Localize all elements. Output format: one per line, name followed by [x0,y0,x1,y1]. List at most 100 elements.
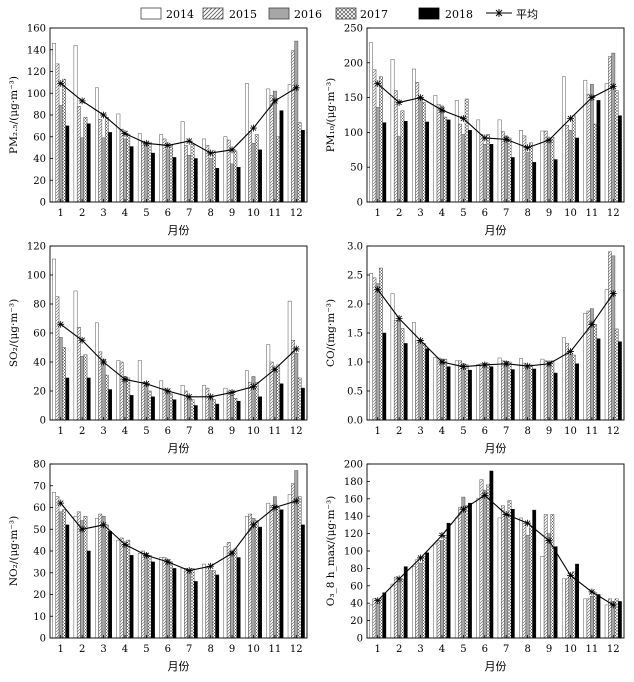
legend-swatch-2018 [418,7,440,20]
ytick-label-co: 2.0 [347,300,363,311]
average-marker-pm25-m11 [271,97,279,105]
xtick-label-pm10: 11 [586,208,599,219]
bar-pm10-2016-m11 [590,84,594,203]
bar-co-2018-m11 [596,338,601,421]
bar-pm10-2017-m5 [464,98,469,203]
legend-label-2015: 2015 [229,8,257,21]
ytick-label-o3: 140 [344,512,363,523]
bar-co-2015-m3 [415,340,420,421]
ytick-label-pm10: 100 [344,128,363,139]
bar-pm10-2017-m1 [379,76,383,203]
bar-o3-2016-m2 [397,581,401,639]
bar-so2-2016-m3 [101,358,106,421]
bar-o3-2017-m8 [529,526,533,639]
bar-pm25-2018-m12 [301,130,305,203]
bar-pm25-2017-m8 [212,150,216,203]
bar-so2-2016-m7 [187,396,192,421]
xtick-label-so2: 6 [165,426,171,437]
bar-co-2015-m4 [436,357,441,421]
xtick-label-no2: 6 [165,644,171,655]
bar-co-2016-m1 [375,283,380,421]
bar-so2-2018-m6 [172,399,177,421]
bar-co-2015-m1 [372,277,377,421]
bar-o3-2018-m3 [425,552,430,639]
bar-o3-2018-m7 [510,509,515,639]
bar-pm10-2018-m9 [553,159,558,203]
bar-so2-2016-m10 [251,376,256,421]
xlabel-o3: 月份 [485,660,507,673]
average-marker-co-m4 [438,358,446,366]
legend-item-2018: 2018 [418,7,473,21]
bar-co-2015-m9 [543,360,548,421]
bar-pm10-2017-m9 [550,137,555,203]
average-marker-so2-m9 [228,389,236,396]
xtick-label-co: 7 [503,426,509,437]
bar-o3-2015-m6 [479,479,484,639]
legend-item-2014: 2014 [140,7,194,21]
xtick-label-o3: 3 [417,644,423,655]
bar-o3-2017-m10 [571,571,576,639]
bar-pm25-2017-m11 [276,136,281,203]
ytick-label-pm25: 20 [33,176,46,187]
bar-o3-2015-m11 [586,598,591,639]
xtick-label-co: 11 [586,426,599,437]
average-marker-o3-m6 [481,491,489,499]
average-marker-pm10-m4 [438,106,446,114]
bar-no2-2014-m4 [116,539,121,639]
average-marker-so2-m12 [292,345,300,353]
bar-o3-2014-m7 [497,517,502,639]
legend-swatch-2017 [335,7,357,20]
xtick-label-pm25: 6 [165,208,171,219]
bars-pm10 [369,42,622,203]
xtick-label-so2: 12 [290,426,303,437]
bar-so2-2018-m10 [258,396,262,421]
bar-no2-2017-m3 [104,524,109,639]
bar-pm10-2015-m5 [458,123,462,203]
bar-co-2018-m8 [532,368,537,421]
bar-pm25-2015-m1 [55,63,60,203]
bar-o3-2016-m8 [525,535,530,639]
bar-pm25-2014-m2 [73,45,78,203]
xtick-label-so2: 3 [100,426,106,437]
bar-o3-2014-m5 [454,517,459,639]
average-marker-pm10-m2 [395,99,403,106]
bar-co-2015-m7 [501,360,505,421]
bar-co-2017-m4 [443,358,448,421]
bar-pm25-2017-m3 [104,116,109,203]
bar-co-2015-m10 [565,343,570,421]
bar-co-2015-m2 [393,320,398,421]
xtick-label-o3: 9 [546,644,552,655]
average-marker-co-m10 [567,348,574,355]
xtick-label-so2: 9 [229,426,235,437]
average-marker-co-m5 [459,363,467,371]
xtick-label-o3: 12 [607,644,620,655]
xtick-label-pm25: 10 [247,208,260,219]
bar-no2-2015-m3 [98,513,103,639]
bar-pm25-2018-m10 [258,149,262,203]
ytick-label-o3: 0 [357,634,363,645]
bar-co-2018-m3 [425,348,430,421]
xtick-label-co: 3 [417,426,423,437]
xlabel-so2: 月份 [168,442,190,455]
ytick-label-so2: 40 [33,358,46,369]
bar-pm25-2014-m9 [223,136,228,203]
average-marker-o3-m9 [545,537,553,544]
bar-co-2014-m2 [390,293,395,421]
bar-co-2016-m8 [525,365,530,421]
bar-pm25-2016-m10 [251,143,256,203]
average-marker-pm25-m6 [164,142,172,149]
bar-so2-2014-m11 [266,344,271,421]
average-marker-so2-m3 [100,358,107,366]
bar-no2-2018-m7 [193,581,198,639]
bar-so2-2016-m11 [273,370,277,421]
bar-o3-2017-m9 [550,514,555,639]
xtick-label-pm25: 11 [269,208,282,219]
bar-co-2017-m12 [614,328,619,421]
bar-pm25-2015-m7 [184,145,188,203]
average-marker-pm25-m12 [292,84,300,92]
bar-pm25-2018-m8 [215,168,220,203]
xtick-label-no2: 9 [229,644,235,655]
average-marker-no2-m1 [57,499,65,507]
bar-no2-2014-m12 [287,494,292,639]
